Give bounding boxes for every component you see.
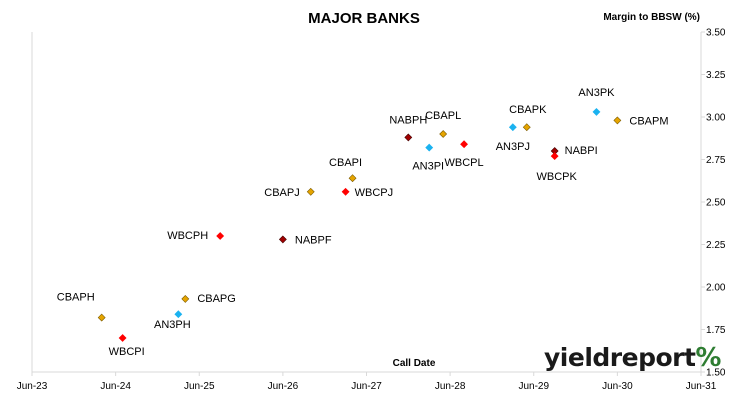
point-cbapl (439, 130, 448, 138)
point-label-wbcpl: WBCPL (445, 157, 484, 169)
point-label-wbcpk: WBCPK (536, 171, 577, 183)
point-label-cbapj: CBAPJ (264, 187, 299, 199)
point-label-an3pi: AN3PI (412, 161, 444, 173)
point-cbapm (613, 116, 622, 125)
y-tick-label: 3.25 (706, 70, 726, 81)
y-tick-label: 2.00 (706, 283, 726, 294)
point-nabpf (278, 235, 287, 244)
x-tick-label: Jun-28 (435, 381, 466, 392)
y-tick-label: 3.50 (706, 28, 726, 39)
y-tick-label: 2.75 (706, 155, 726, 166)
point-label-wbcph: WBCPH (167, 230, 208, 242)
point-wbcpj (341, 187, 350, 196)
point-cbapg (181, 294, 190, 303)
point-label-cbapg: CBAPG (197, 293, 236, 305)
y-tick-label: 2.50 (706, 198, 726, 209)
point-label-nabpi: NABPI (565, 145, 598, 157)
axes: Jun-23 Jun-24 Jun-25 Jun-26 Jun-27 Jun-28 Jun-… (17, 28, 726, 393)
point-label-cbapm: CBAPM (629, 115, 668, 127)
point-label-cbapk: CBAPK (509, 104, 547, 116)
point-label-nabpf: NABPF (295, 234, 332, 246)
yieldreport-logo: yieldreport% (544, 343, 721, 373)
point-an3pj (508, 123, 517, 132)
x-tick-label: Jun-25 (184, 381, 215, 392)
x-tick-label: Jun-26 (268, 381, 299, 392)
x-axis-label: Call Date (393, 358, 436, 369)
x-tick-label: Jun-31 (686, 381, 717, 392)
x-tick-label: Jun-23 (17, 381, 48, 392)
point-cbapj (306, 187, 315, 196)
point-cbapk (522, 123, 531, 132)
x-tick-label: Jun-24 (100, 381, 131, 392)
y-tick-label: 1.50 (706, 368, 726, 379)
point-label-cbaph: CBAPH (57, 292, 95, 304)
logo-text: yieldreport (544, 343, 696, 372)
point-label-an3pk: AN3PK (578, 87, 615, 99)
point-wbcpi (118, 334, 127, 342)
point-label-an3ph: AN3PH (154, 319, 191, 331)
y-tick-label: 3.00 (706, 113, 726, 124)
point-cbapi (348, 174, 357, 183)
point-label-nabph: NABPH (389, 114, 427, 126)
point-an3ph (174, 310, 183, 319)
point-an3pi (425, 143, 434, 152)
point-wbcpk (550, 152, 559, 161)
point-an3pk (592, 107, 601, 116)
chart-title: MAJOR BANKS (308, 10, 420, 27)
y-tick-label: 1.75 (706, 325, 726, 336)
point-label-wbcpj: WBCPJ (355, 187, 394, 199)
point-cbaph (97, 313, 106, 322)
point-wbcpl (460, 140, 468, 149)
point-label-wbcpi: WBCPI (109, 346, 145, 358)
point-label-an3pj: AN3PJ (496, 141, 530, 153)
point-nabph (404, 133, 413, 142)
data-points: CBAPH WBCPI AN3PH CBAPG WBCPH NABPF CBAPJ WBCPJ… (57, 87, 669, 358)
x-tick-label: Jun-27 (351, 381, 382, 392)
y-axis-label: Margin to BBSW (%) (603, 12, 700, 23)
point-label-cbapl: CBAPL (425, 110, 461, 122)
point-label-cbapi: CBAPI (329, 157, 362, 169)
point-wbcph (216, 232, 225, 240)
x-tick-label: Jun-30 (602, 381, 633, 392)
percent-logo-icon: % (695, 343, 721, 373)
x-tick-label: Jun-29 (518, 381, 549, 392)
y-tick-label: 2.25 (706, 240, 726, 251)
